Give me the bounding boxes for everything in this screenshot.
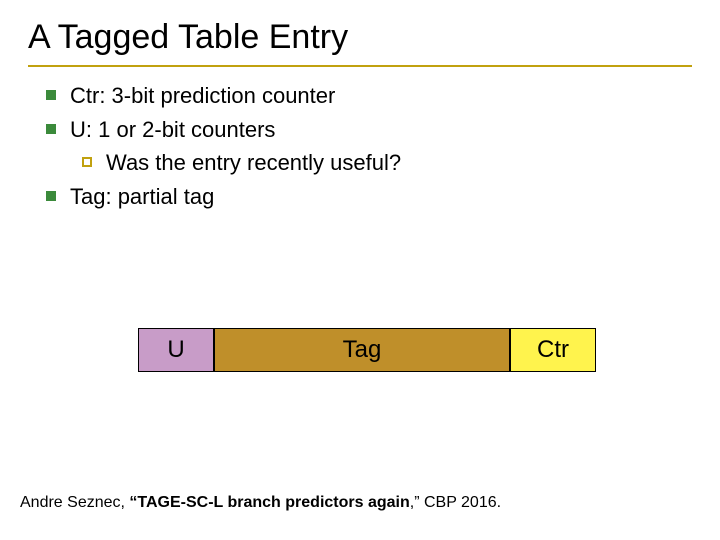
square-bullet-icon	[46, 124, 56, 134]
slide: A Tagged Table Entry Ctr: 3-bit predicti…	[0, 0, 720, 540]
citation-author: Andre Seznec,	[20, 494, 129, 511]
list-item: U: 1 or 2-bit counters	[46, 115, 692, 145]
square-hollow-bullet-icon	[82, 157, 92, 167]
diagram-cell-u: U	[138, 328, 214, 372]
bullet-list: Ctr: 3-bit prediction counter U: 1 or 2-…	[46, 81, 692, 212]
square-bullet-icon	[46, 191, 56, 201]
page-title: A Tagged Table Entry	[28, 18, 692, 57]
bullet-text: Ctr: 3-bit prediction counter	[70, 81, 335, 111]
list-item: Ctr: 3-bit prediction counter	[46, 81, 692, 111]
diagram-cell-ctr: Ctr	[510, 328, 596, 372]
bullet-text: Was the entry recently useful?	[106, 148, 401, 178]
square-bullet-icon	[46, 90, 56, 100]
diagram-cell-tag: Tag	[214, 328, 510, 372]
citation: Andre Seznec, “TAGE-SC-L branch predicto…	[20, 494, 501, 512]
title-rule	[28, 65, 692, 67]
list-item: Tag: partial tag	[46, 182, 692, 212]
bullet-text: U: 1 or 2-bit counters	[70, 115, 275, 145]
entry-diagram: U Tag Ctr	[138, 328, 596, 372]
bullet-text: Tag: partial tag	[70, 182, 214, 212]
list-item-sub: Was the entry recently useful?	[82, 148, 692, 178]
citation-title: “TAGE-SC-L branch predictors again	[129, 494, 409, 511]
citation-tail: ,” CBP 2016.	[410, 494, 501, 511]
